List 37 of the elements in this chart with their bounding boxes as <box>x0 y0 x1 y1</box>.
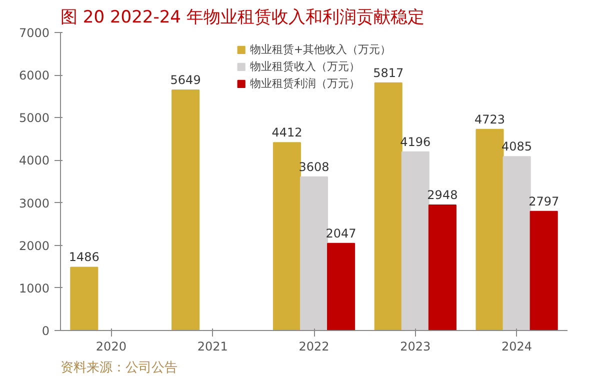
x-tick-label: 2021 <box>197 340 228 354</box>
legend-label: 物业租赁利润（万元） <box>250 76 360 91</box>
bar <box>70 266 98 330</box>
bar <box>172 90 200 330</box>
y-tick-label: 7000 <box>18 26 50 40</box>
data-label: 2047 <box>326 226 356 240</box>
x-tick-label: 2022 <box>298 340 330 354</box>
legend-label: 物业租赁+其他收入（万元） <box>250 42 392 57</box>
bar <box>327 242 356 330</box>
data-label: 1486 <box>68 250 100 264</box>
legend-label: 物业租赁收入（万元） <box>250 59 360 74</box>
data-label: 4412 <box>272 126 302 140</box>
bar <box>428 204 456 330</box>
y-tick-label: 6000 <box>18 68 50 83</box>
bar <box>272 142 301 330</box>
x-tick-label: 2020 <box>96 340 126 354</box>
y-tick-label: 1000 <box>18 281 50 296</box>
bar <box>300 176 328 330</box>
bar <box>401 151 430 330</box>
data-label: 5649 <box>170 73 201 88</box>
chart-title: 图 20 2022-24 年物业租赁收入和利润贡献稳定 <box>60 8 424 28</box>
y-tick-label: 2000 <box>18 238 50 253</box>
bar <box>374 82 402 330</box>
bar <box>476 128 504 330</box>
y-tick-label: 4000 <box>18 154 50 168</box>
data-label: 2948 <box>427 188 458 202</box>
x-tick-label: 2023 <box>400 340 431 354</box>
text: 资料来源：公司公告 <box>60 360 178 376</box>
bar <box>530 210 558 330</box>
y-tick-label: 3000 <box>18 196 50 210</box>
bar <box>502 156 531 330</box>
data-label: 4723 <box>474 112 506 126</box>
y-tick-label: 5000 <box>18 111 50 126</box>
data-label: 2797 <box>528 194 560 208</box>
x-tick-label: 2024 <box>502 340 532 354</box>
data-label: 5817 <box>373 66 404 80</box>
y-tick-label: 0 <box>42 324 50 338</box>
